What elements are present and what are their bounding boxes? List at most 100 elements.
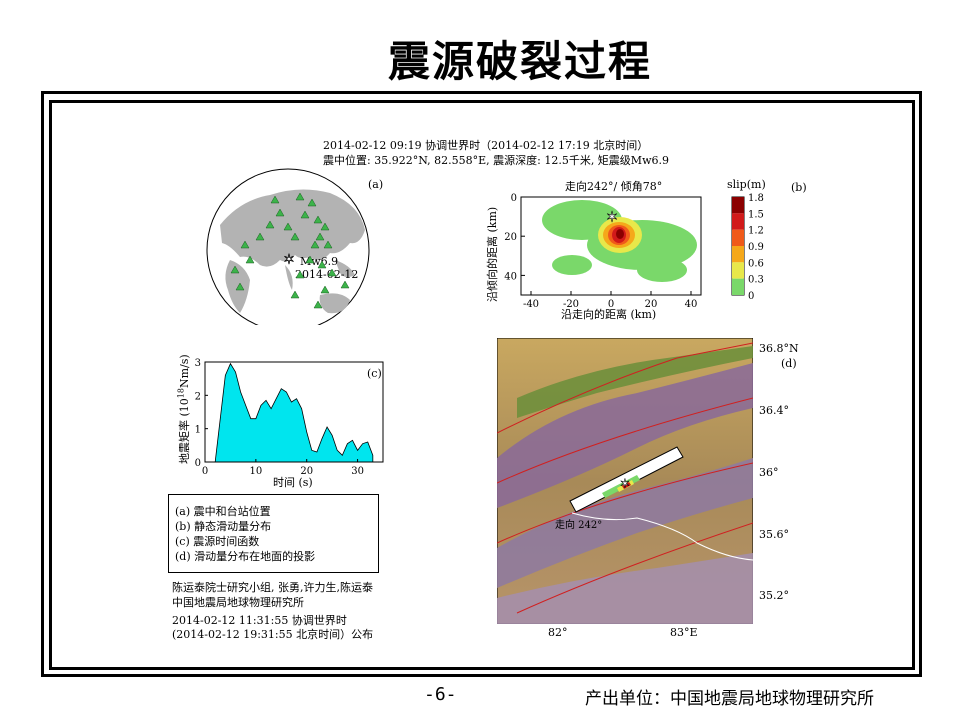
surface-projection-map: ✶ 走向 242° bbox=[497, 338, 753, 624]
station-marker bbox=[320, 222, 330, 231]
station-marker bbox=[290, 290, 300, 299]
station-marker bbox=[270, 195, 280, 204]
station-marker bbox=[275, 208, 285, 217]
slip-colorbar: 1.8 1.5 1.2 0.9 0.6 0.3 0 bbox=[732, 193, 764, 302]
station-marker bbox=[240, 240, 250, 249]
colorbar-swatch bbox=[732, 262, 744, 279]
stf-y-tick-label: 1 bbox=[195, 425, 201, 436]
legend-item-b: (b) 静态滑动量分布 bbox=[175, 520, 272, 533]
legend-item-a: (a) 震中和台站位置 bbox=[175, 505, 271, 518]
stf-y-label: 地震矩率 (1018Nm/s) bbox=[176, 354, 191, 464]
stf-x-tick-label: 20 bbox=[300, 466, 313, 477]
slip-y-tick-label: 0 bbox=[511, 193, 517, 204]
station-marker bbox=[290, 232, 300, 241]
stf-y-tick-label: 3 bbox=[195, 358, 201, 369]
station-marker bbox=[245, 255, 255, 264]
slip-distribution-panel: ✶ -40 -20 0 20 40 0 20 40 1.8 1.5 1.2 0.9 0.6 0.3 0 bbox=[504, 193, 764, 310]
hypocenter-star-icon: ✶ bbox=[606, 208, 619, 226]
credit-beijing-time: (2014-02-12 19:31:55 北京时间）公布 bbox=[172, 628, 374, 641]
station-marker bbox=[313, 215, 323, 224]
station-marker bbox=[295, 270, 305, 279]
panel-a-label: (a) bbox=[368, 178, 384, 191]
stf-y-ticks: 0 1 2 3 bbox=[195, 358, 208, 469]
slip-x-tick-label: 20 bbox=[645, 299, 658, 310]
station-marker bbox=[315, 232, 325, 241]
station-marker bbox=[340, 280, 350, 289]
lon-tick-2: 83°E bbox=[670, 626, 698, 639]
panel-b-title: 走向242°/ 倾角78° bbox=[565, 180, 663, 193]
station-marker bbox=[235, 282, 245, 291]
stf-y-tick-label: 2 bbox=[195, 391, 201, 402]
lat-tick-1: 36.8°N bbox=[759, 342, 799, 355]
station-marker bbox=[295, 192, 305, 201]
station-marker bbox=[305, 255, 315, 264]
legend-item-c: (c) 震源时间函数 bbox=[175, 535, 260, 548]
colorbar-title: slip(m) bbox=[727, 178, 766, 191]
colorbar-swatch bbox=[732, 278, 744, 295]
slip-x-label: 沿走向的距离 (km) bbox=[561, 308, 657, 321]
page-number: -6- bbox=[424, 684, 457, 705]
border-line bbox=[571, 512, 753, 561]
stf-plot-frame bbox=[204, 361, 384, 463]
credit-utc-time: 2014-02-12 11:31:55 协调世界时 bbox=[172, 614, 347, 627]
figure-frame-inner bbox=[49, 100, 915, 670]
stf-x-tick-label: 30 bbox=[351, 466, 364, 477]
station-marker bbox=[230, 265, 240, 274]
event-time-line: 2014-02-12 09:19 协调世界时（2014-02-12 17:19 … bbox=[323, 139, 649, 152]
colorbar-tick-label: 0 bbox=[748, 291, 754, 302]
colorbar-swatch bbox=[732, 197, 744, 214]
stf-x-ticks: 0 10 20 30 bbox=[202, 459, 364, 477]
station-marker bbox=[283, 222, 293, 231]
lat-tick-3: 36° bbox=[759, 466, 779, 479]
colorbar-swatch bbox=[732, 213, 744, 230]
station-markers bbox=[230, 192, 350, 309]
stf-area bbox=[214, 362, 374, 463]
slip-x-ticks: -40 -20 0 20 40 bbox=[523, 291, 697, 310]
station-marker bbox=[300, 210, 310, 219]
slip-y-label: 沿倾向的距离 (km) bbox=[486, 206, 499, 302]
station-marker bbox=[265, 220, 275, 229]
panel-b-label: (b) bbox=[791, 181, 807, 194]
stf-curve bbox=[214, 362, 374, 463]
stf-y-tick-label: 0 bbox=[195, 458, 201, 469]
colorbar-tick-label: 0.9 bbox=[748, 242, 764, 253]
slip-x-tick-label: 40 bbox=[685, 299, 698, 310]
producer-label: 产出单位：中国地震局地球物理研究所 bbox=[585, 689, 874, 709]
colorbar-tick-label: 1.5 bbox=[748, 209, 764, 220]
credit-authors: 陈运泰院士研究小组, 张勇,许力生,陈运泰 bbox=[172, 581, 373, 594]
slide-title: 震源破裂过程 bbox=[387, 37, 652, 86]
stf-x-tick-label: 0 bbox=[202, 466, 208, 477]
station-marker bbox=[310, 240, 320, 249]
colorbar-swatch bbox=[732, 229, 744, 246]
stf-x-label: 时间 (s) bbox=[273, 476, 313, 489]
lat-tick-4: 35.6° bbox=[759, 528, 789, 541]
panel-c-label: (c) bbox=[367, 367, 382, 380]
event-date-label: 2014-02-12 bbox=[295, 268, 358, 281]
panel-d-label: (d) bbox=[781, 357, 797, 370]
station-marker bbox=[255, 232, 265, 241]
slip-x-tick-label: -20 bbox=[563, 299, 579, 310]
station-marker bbox=[320, 285, 330, 294]
lon-tick-1: 82° bbox=[548, 626, 568, 639]
colorbar-tick-label: 0.6 bbox=[748, 258, 764, 269]
lat-tick-5: 35.2° bbox=[759, 589, 789, 602]
slip-y-tick-label: 20 bbox=[504, 232, 517, 243]
station-marker bbox=[323, 240, 333, 249]
station-marker bbox=[327, 268, 337, 277]
station-marker bbox=[317, 260, 327, 269]
colorbar-tick-label: 1.2 bbox=[748, 226, 764, 237]
fault-lines bbox=[497, 342, 753, 614]
slip-y-ticks: 0 20 40 bbox=[504, 193, 525, 282]
lat-tick-2: 36.4° bbox=[759, 404, 789, 417]
slip-x-tick-label: 0 bbox=[608, 299, 614, 310]
station-marker bbox=[313, 300, 323, 309]
legend-item-d: (d) 滑动量分布在地面的投影 bbox=[175, 550, 316, 563]
colorbar-tick-label: 0.3 bbox=[748, 275, 764, 286]
slip-field bbox=[542, 200, 697, 282]
slip-y-tick-label: 40 bbox=[504, 271, 517, 282]
mountain-ranges bbox=[497, 346, 753, 624]
epicenter-marker-icon: ✶ bbox=[620, 477, 631, 492]
rupture-projection bbox=[569, 446, 684, 513]
strike-label: 走向 242° bbox=[555, 518, 602, 531]
colorbar-swatch bbox=[732, 246, 744, 263]
